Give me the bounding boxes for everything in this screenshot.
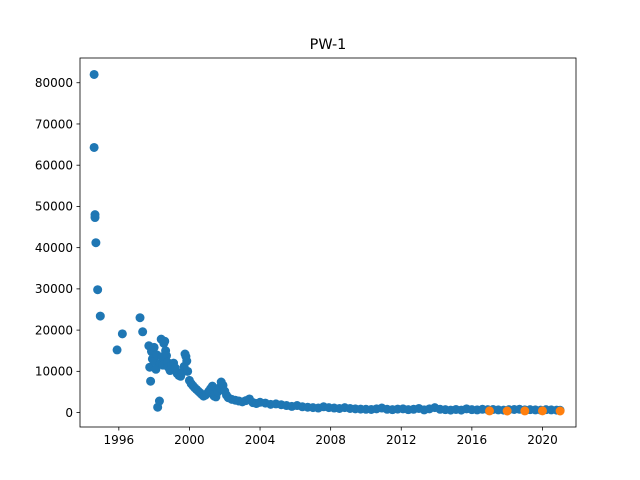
y-tick-label: 20000	[35, 323, 73, 337]
x-tick-label: 1996	[104, 433, 135, 447]
y-tick-label: 70000	[35, 117, 73, 131]
scatter-point-historical-13	[146, 376, 156, 386]
y-tick-label: 60000	[35, 158, 73, 172]
y-tick-label: 40000	[35, 241, 73, 255]
scatter-point-historical-43	[182, 356, 192, 366]
y-tick-label: 50000	[35, 200, 73, 214]
scatter-point-historical-21	[154, 396, 164, 406]
scatter-point-historical-17	[149, 342, 159, 352]
scatter-point-highlighted-4	[555, 406, 565, 416]
scatter-point-highlighted-1	[502, 406, 512, 416]
y-tick-label: 10000	[35, 365, 73, 379]
x-tick-label: 2004	[245, 433, 276, 447]
x-tick-label: 2012	[386, 433, 417, 447]
scatter-point-historical-7	[112, 345, 122, 355]
scatter-point-historical-58	[207, 381, 217, 391]
scatter-point-historical-4	[91, 238, 101, 248]
scatter-point-historical-27	[160, 336, 170, 346]
scatter-point-historical-8	[117, 329, 127, 339]
x-tick-label: 2020	[527, 433, 558, 447]
chart-title: PW-1	[310, 37, 347, 53]
scatter-point-highlighted-3	[537, 406, 547, 416]
scatter-point-historical-3	[90, 213, 100, 223]
x-tick-label: 2016	[457, 433, 488, 447]
scatter-point-historical-9	[135, 313, 145, 323]
points-layer	[89, 69, 565, 416]
plot-frame	[79, 57, 577, 428]
scatter-point-historical-1	[89, 142, 99, 152]
x-tick-label: 2008	[315, 433, 346, 447]
scatter-point-highlighted-2	[520, 406, 530, 416]
y-tick-label: 30000	[35, 282, 73, 296]
scatter-point-highlighted-0	[485, 406, 495, 416]
scatter-point-historical-6	[95, 311, 105, 321]
y-tick-label: 80000	[35, 76, 73, 90]
y-tick-label: 0	[65, 406, 73, 420]
scatter-point-historical-10	[138, 327, 148, 337]
axes-layer: 1996 2000 2004 2008 2012 2016 2020 0 10000 20000 3…	[35, 57, 577, 447]
x-tick-label: 2000	[174, 433, 205, 447]
scatter-point-historical-29	[161, 351, 171, 361]
scatter-point-historical-0	[89, 69, 99, 79]
scatter-point-historical-5	[93, 285, 103, 295]
scatter-point-historical-44	[183, 366, 193, 376]
